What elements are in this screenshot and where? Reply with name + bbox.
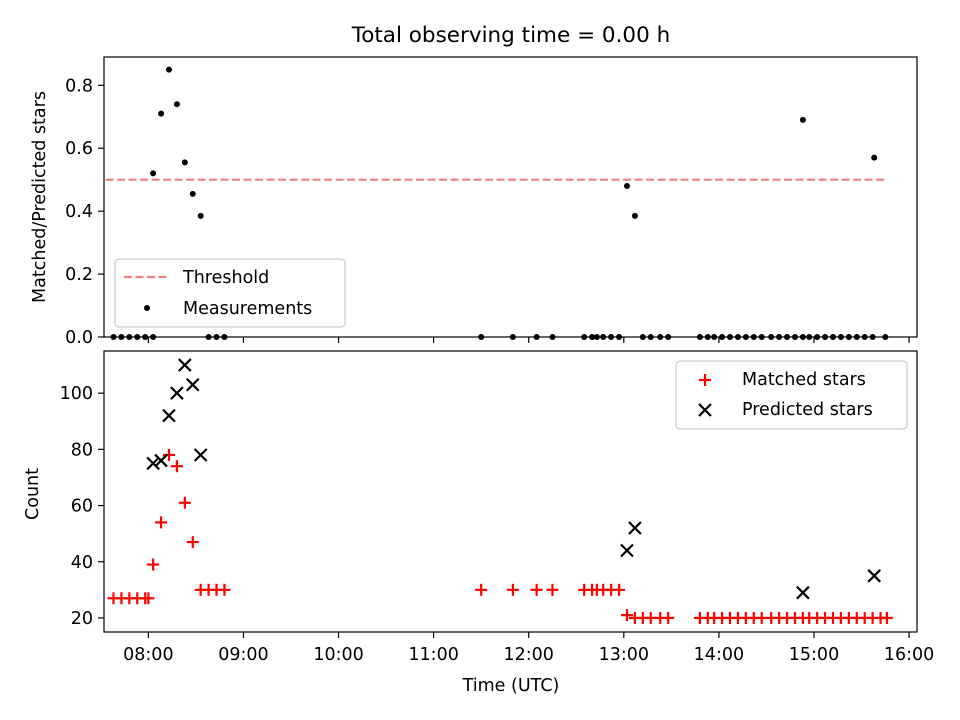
bottom-axes-frame [103,350,918,633]
top-panel: 0.00.20.40.60.8 Matched/Predicted stars … [30,56,918,348]
top-legend-frame [114,258,346,328]
bottom-points-layer [107,358,893,624]
xtick-label: 12:00 [504,645,554,665]
bottom-legend: Matched stars Predicted stars [675,360,908,430]
measurement-point [165,66,172,73]
cross-stroke [154,453,168,468]
top-points-layer [110,66,889,340]
top-yticks: 0.0 0.2 0.4 0.6 0.8 [65,76,104,348]
matched-star-point [155,516,168,529]
matched-star-point [475,583,488,596]
xtick-label: 16:00 [884,645,934,665]
predicted-star-point [146,456,160,471]
measurement-point [189,190,196,197]
matched-star-point [620,609,633,622]
cross-stroke [193,448,208,462]
measurement-point [631,212,638,219]
matched-star-point [186,536,199,549]
bottom-legend-frame [675,360,908,430]
matched-star-point [662,611,675,624]
top-ytick-label: 0.6 [65,139,93,159]
matched-star-point [170,460,183,473]
cross-stroke [628,521,642,535]
x-axis-label: Time (UTC) [462,676,560,696]
xtick-label: 10:00 [313,645,363,665]
measurement-point [181,159,188,166]
legend-matched-swatch [699,374,711,386]
predicted-star-point [193,448,208,462]
legend-threshold-label: Threshold [182,268,269,288]
top-ytick-label: 0.2 [65,265,93,285]
cross-stroke [178,358,192,372]
predicted-star-point [620,543,634,558]
xtick-label: 08:00 [123,645,173,665]
measurement-point [197,212,204,219]
cross-stroke [620,543,634,558]
top-xticks [147,337,910,343]
predicted-star-point [867,569,881,583]
xtick-label: 15:00 [789,645,839,665]
bottom-ytick-label: 20 [71,609,93,629]
matched-star-point [142,592,155,605]
matched-star-point [530,583,543,596]
measurement-point [799,116,806,123]
cross-stroke [796,585,810,600]
xtick-label: 14:00 [694,645,744,665]
top-ytick-label: 0.4 [65,202,93,222]
cross-stroke [867,569,881,583]
predicted-star-point [796,585,810,600]
xtick-label: 13:00 [599,645,649,665]
bottom-panel: 20 40 60 80 100 08:00 09:00 10:00 11:00 12:00 13:… [23,350,934,696]
legend-measurements-label: Measurements [183,299,312,319]
legend-predicted-swatch [698,403,712,417]
legend-matched-label: Matched stars [742,370,866,390]
bottom-ytick-label: 40 [71,553,93,573]
matched-star-point [546,583,559,596]
legend-matched-marker [699,374,711,386]
bottom-ytick-label: 80 [71,440,93,460]
matched-star-point [162,448,175,461]
legend-predicted-marker [698,403,712,417]
predicted-star-point [178,358,192,372]
top-axes-frame [103,56,918,338]
legend-measurements-swatch [144,305,150,311]
matched-star-point [147,558,160,571]
cross-stroke [698,403,712,417]
legend-predicted-label: Predicted stars [742,400,873,420]
cross-stroke [170,386,184,400]
top-legend: Threshold Measurements [114,258,346,328]
matched-star-point [613,583,626,596]
xtick-label: 11:00 [408,645,458,665]
bottom-ytick-label: 60 [71,497,93,517]
bottom-yticks: 20 40 60 80 100 [60,384,104,629]
predicted-star-point [170,386,184,400]
measurement-point [158,110,165,117]
matched-star-point [178,496,191,509]
measurement-point [150,170,157,177]
predicted-star-point [185,377,200,392]
bottom-y-axis-label: Count [23,468,43,520]
cross-stroke [162,408,176,423]
cross-stroke [146,456,160,471]
bottom-xticks: 08:00 09:00 10:00 11:00 12:00 13:00 14:00 15:00… [123,632,934,665]
measurement-point [173,101,180,108]
bottom-ytick-label: 100 [60,384,93,404]
predicted-star-point [162,408,176,423]
measurement-point [871,154,878,161]
top-ytick-label: 0.8 [65,76,93,96]
xtick-label: 09:00 [218,645,268,665]
matched-star-point [218,583,231,596]
top-ytick-label: 0.0 [65,328,93,348]
predicted-star-point [628,521,642,535]
cross-stroke [185,377,200,392]
top-y-axis-label: Matched/Predicted stars [30,91,50,303]
predicted-star-point [154,453,168,468]
chart-title: Total observing time = 0.00 h [351,23,671,48]
matched-star-point [880,611,893,624]
matched-star-point [506,583,519,596]
measurement-point [623,182,630,189]
